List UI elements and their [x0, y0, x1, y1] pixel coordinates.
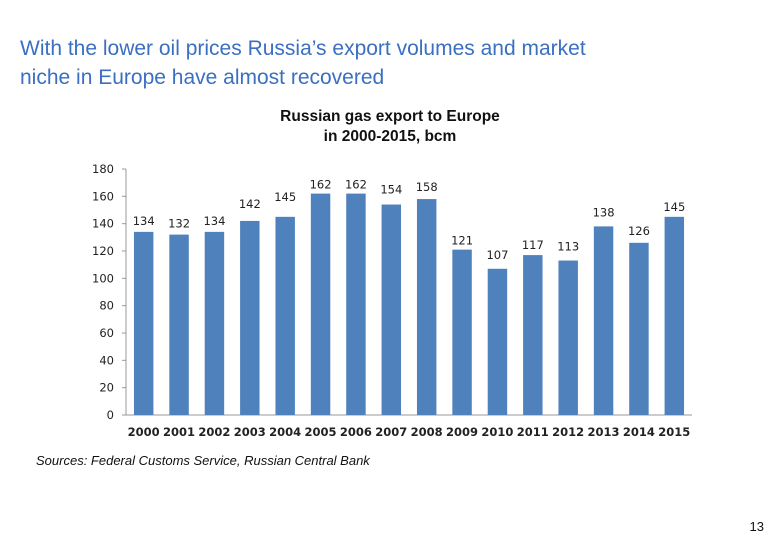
x-tick-label: 2000: [128, 425, 160, 439]
bar: [452, 249, 472, 415]
x-tick-label: 2009: [446, 425, 478, 439]
x-tick-label: 2014: [623, 425, 655, 439]
x-tick-label: 2015: [658, 425, 690, 439]
bar: [487, 268, 508, 415]
bar: [381, 204, 402, 415]
data-label: 162: [310, 178, 332, 192]
chart-title-line-2: in 2000-2015, bcm: [323, 128, 457, 145]
data-label: 107: [486, 248, 508, 262]
x-tick-label: 2004: [269, 425, 301, 439]
bar: [169, 234, 189, 415]
data-label: 142: [239, 197, 261, 211]
y-tick-label: 100: [92, 271, 114, 285]
data-label: 145: [663, 200, 685, 214]
bar: [204, 231, 225, 415]
x-tick-label: 2008: [411, 425, 443, 439]
y-tick-label: 40: [99, 353, 114, 367]
x-tick-label: 2010: [481, 425, 513, 439]
y-tick-label: 120: [92, 244, 114, 258]
bar: [275, 216, 295, 415]
data-label: 132: [168, 217, 190, 231]
data-label: 134: [203, 214, 225, 228]
y-tick-label: 20: [99, 381, 114, 395]
y-tick-label: 80: [99, 299, 114, 313]
data-label: 154: [380, 183, 402, 197]
x-tick-label: 2005: [305, 425, 337, 439]
x-tick-label: 2006: [340, 425, 372, 439]
x-tick-label: 2013: [588, 425, 620, 439]
bar: [416, 199, 437, 415]
y-tick-label: 180: [92, 162, 114, 176]
y-tick-label: 60: [99, 326, 114, 340]
data-label: 158: [416, 180, 438, 194]
data-label: 138: [593, 205, 615, 219]
bar: [593, 226, 614, 415]
slide-title: With the lower oil prices Russia’s expor…: [20, 34, 760, 92]
data-label: 145: [274, 190, 296, 204]
page-number: 13: [749, 519, 764, 534]
bar: [558, 260, 578, 415]
x-tick-label: 2011: [517, 425, 549, 439]
bar: [346, 193, 366, 415]
bar: [133, 231, 154, 415]
chart-title: Russian gas export to Europe in 2000-201…: [190, 107, 590, 147]
x-tick-label: 2012: [552, 425, 584, 439]
data-label: 117: [522, 238, 544, 252]
y-tick-label: 160: [92, 189, 114, 203]
slide-title-line-1: With the lower oil prices Russia’s expor…: [20, 37, 586, 60]
data-label: 126: [628, 224, 650, 238]
data-label: 134: [133, 214, 155, 228]
y-tick-label: 140: [92, 217, 114, 231]
x-tick-label: 2002: [198, 425, 230, 439]
bar: [310, 193, 331, 415]
x-tick-label: 2003: [234, 425, 266, 439]
source-note: Sources: Federal Customs Service, Russia…: [36, 453, 370, 468]
data-label: 121: [451, 234, 473, 248]
bar: [523, 255, 543, 415]
y-tick-label: 0: [107, 408, 114, 422]
bar: [664, 216, 685, 415]
bar: [629, 242, 649, 415]
data-label: 162: [345, 178, 367, 192]
slide-title-line-2: niche in Europe have almost recovered: [20, 66, 385, 89]
bar: [240, 220, 260, 415]
data-label: 113: [557, 240, 579, 254]
x-tick-label: 2007: [375, 425, 407, 439]
chart-title-line-1: Russian gas export to Europe: [280, 108, 500, 125]
x-tick-label: 2001: [163, 425, 195, 439]
